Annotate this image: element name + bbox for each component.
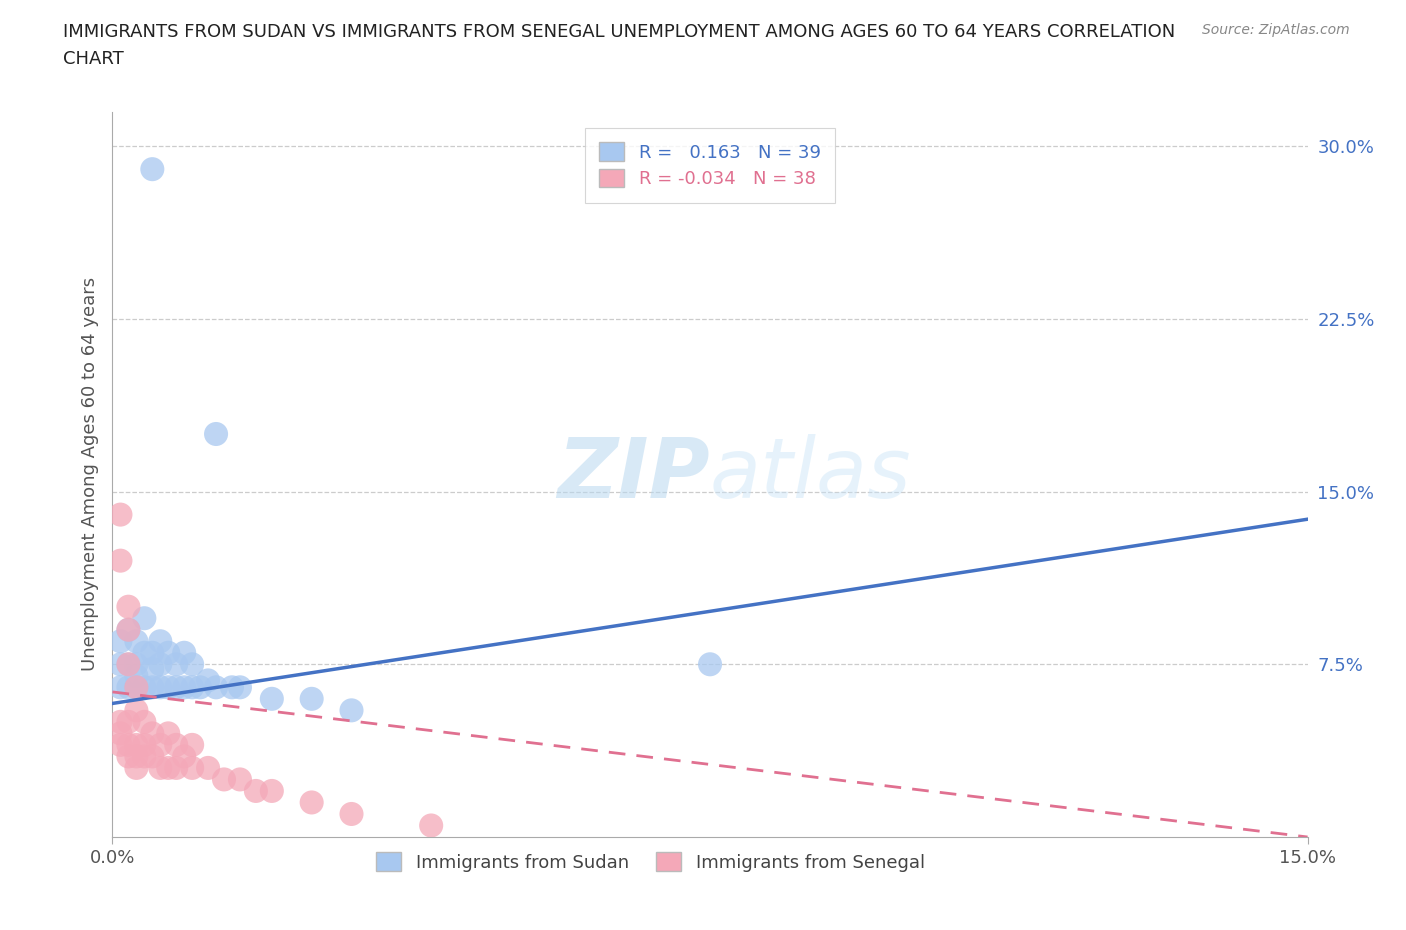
Point — [117, 657, 139, 671]
Point — [110, 507, 132, 522]
Point — [173, 680, 195, 695]
Point — [110, 553, 132, 568]
Point — [181, 761, 204, 776]
Point — [117, 622, 139, 637]
Point — [125, 657, 148, 671]
Point — [141, 661, 163, 676]
Point — [125, 680, 148, 695]
Point — [141, 645, 163, 660]
Point — [212, 772, 235, 787]
Point — [301, 795, 323, 810]
Point — [157, 726, 180, 741]
Point — [117, 622, 139, 637]
Point — [110, 657, 132, 671]
Point — [173, 749, 195, 764]
Point — [134, 611, 156, 626]
Point — [149, 680, 172, 695]
Point — [221, 680, 243, 695]
Point — [134, 680, 156, 695]
Point — [149, 761, 172, 776]
Point — [205, 427, 228, 442]
Point — [699, 657, 721, 671]
Point — [110, 737, 132, 752]
Point — [260, 691, 283, 706]
Text: atlas: atlas — [710, 433, 911, 515]
Point — [117, 737, 139, 752]
Point — [165, 657, 187, 671]
Point — [117, 599, 139, 614]
Point — [141, 726, 163, 741]
Point — [125, 669, 148, 684]
Point — [134, 714, 156, 729]
Text: Source: ZipAtlas.com: Source: ZipAtlas.com — [1202, 23, 1350, 37]
Point — [117, 657, 139, 671]
Point — [117, 680, 139, 695]
Point — [157, 761, 180, 776]
Point — [125, 634, 148, 649]
Point — [117, 749, 139, 764]
Point — [165, 737, 187, 752]
Point — [420, 818, 443, 833]
Point — [229, 680, 252, 695]
Point — [165, 680, 187, 695]
Point — [197, 761, 219, 776]
Point — [245, 783, 267, 798]
Point — [157, 645, 180, 660]
Point — [125, 749, 148, 764]
Point — [125, 680, 148, 695]
Point — [149, 634, 172, 649]
Point — [110, 680, 132, 695]
Point — [117, 714, 139, 729]
Legend: Immigrants from Sudan, Immigrants from Senegal: Immigrants from Sudan, Immigrants from S… — [368, 845, 932, 879]
Point — [181, 680, 204, 695]
Point — [149, 657, 172, 671]
Text: IMMIGRANTS FROM SUDAN VS IMMIGRANTS FROM SENEGAL UNEMPLOYMENT AMONG AGES 60 TO 6: IMMIGRANTS FROM SUDAN VS IMMIGRANTS FROM… — [63, 23, 1175, 68]
Point — [197, 673, 219, 688]
Point — [181, 657, 204, 671]
Point — [134, 645, 156, 660]
Point — [157, 680, 180, 695]
Point — [260, 783, 283, 798]
Point — [205, 680, 228, 695]
Point — [149, 737, 172, 752]
Point — [134, 737, 156, 752]
Point — [181, 737, 204, 752]
Y-axis label: Unemployment Among Ages 60 to 64 years: Unemployment Among Ages 60 to 64 years — [80, 277, 98, 671]
Point — [134, 749, 156, 764]
Point — [125, 703, 148, 718]
Point — [125, 737, 148, 752]
Point — [141, 749, 163, 764]
Point — [301, 691, 323, 706]
Text: ZIP: ZIP — [557, 433, 710, 515]
Point — [110, 714, 132, 729]
Point — [229, 772, 252, 787]
Point — [340, 806, 363, 821]
Point — [125, 761, 148, 776]
Point — [141, 162, 163, 177]
Point — [141, 680, 163, 695]
Point — [110, 726, 132, 741]
Point — [165, 761, 187, 776]
Point — [173, 645, 195, 660]
Point — [110, 634, 132, 649]
Point — [340, 703, 363, 718]
Point — [188, 680, 211, 695]
